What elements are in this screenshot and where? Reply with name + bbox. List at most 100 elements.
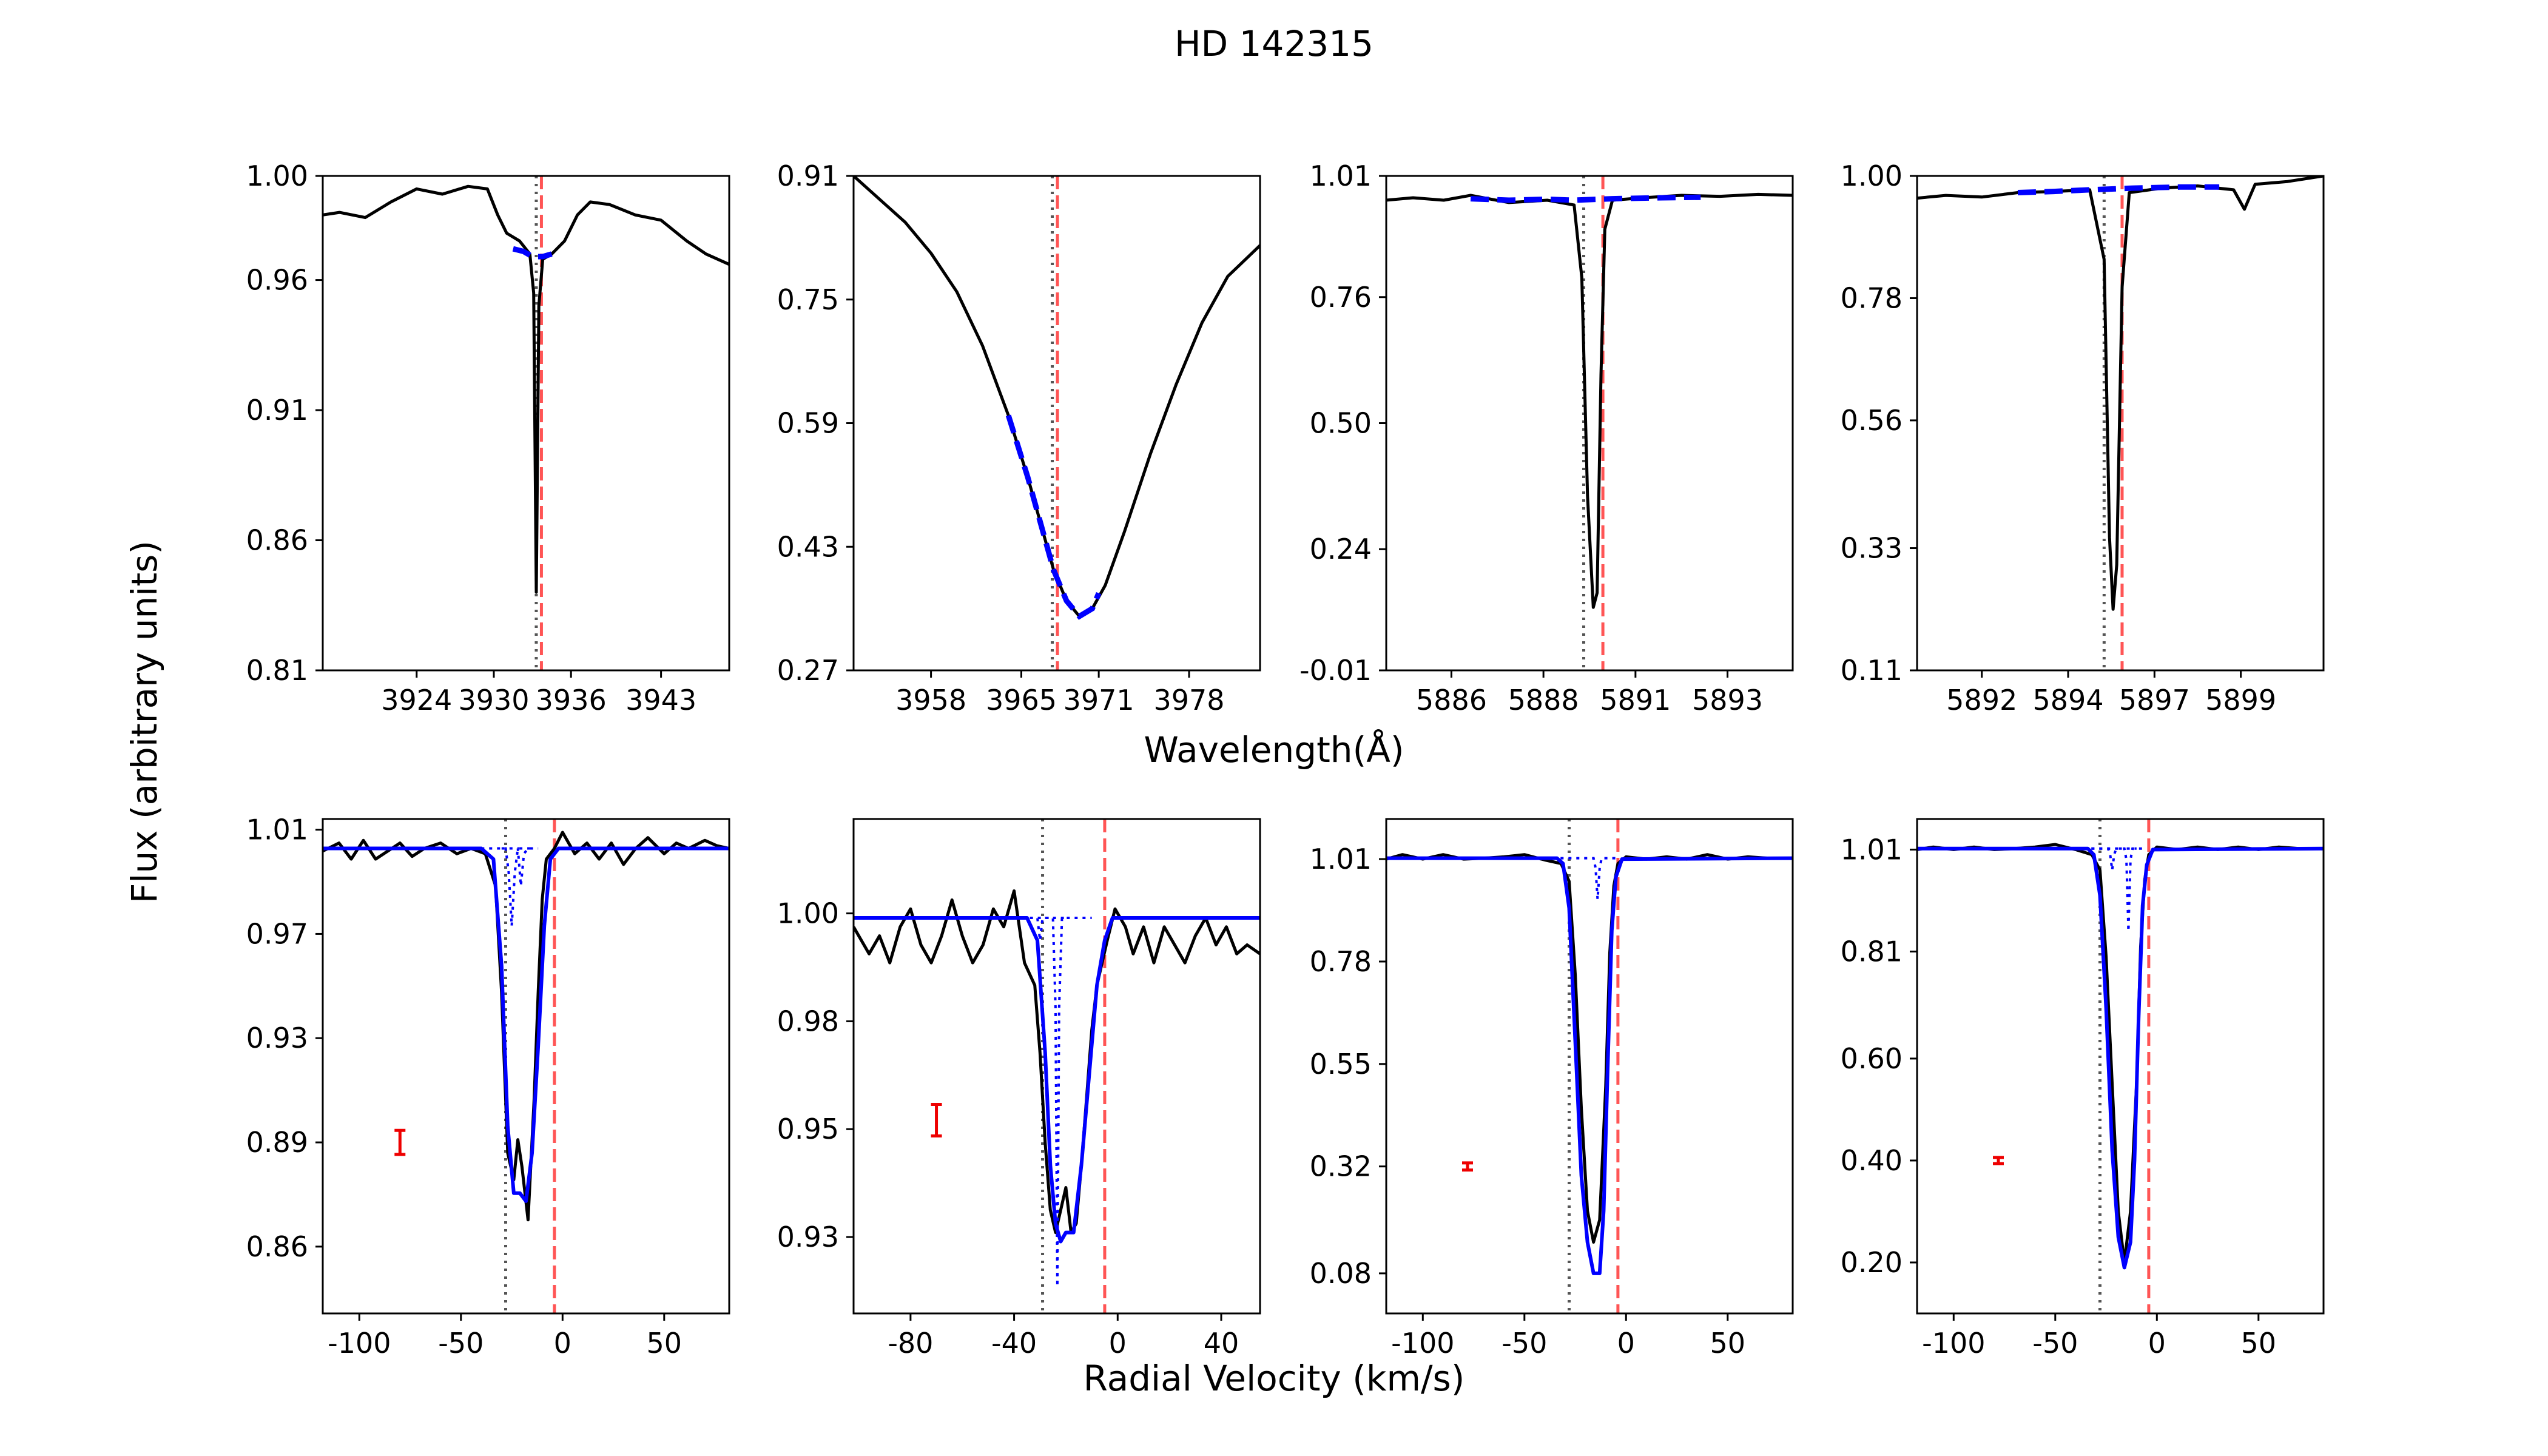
- x-tick-label: 3965: [986, 684, 1057, 716]
- component-fit-line: [481, 847, 530, 926]
- spectrum-line: [1917, 176, 2324, 611]
- y-tick-label: 0.78: [1310, 945, 1372, 978]
- y-tick-label: 1.01: [246, 814, 308, 846]
- spectrum-line: [854, 889, 1260, 1235]
- y-tick-label: 0.93: [246, 1022, 308, 1054]
- y-tick-label: 0.60: [1841, 1042, 1903, 1075]
- y-tick-label: 1.01: [1841, 833, 1903, 866]
- x-tick-label: 5888: [1508, 684, 1579, 716]
- y-tick-label: 0.40: [1841, 1144, 1903, 1177]
- y-tick-label: 0.96: [246, 264, 308, 297]
- x-tick-label: 0: [1617, 1327, 1635, 1360]
- x-tick-label: 3971: [1063, 684, 1134, 716]
- y-tick-label: 0.78: [1841, 281, 1903, 314]
- panel-frame: [1916, 818, 2325, 1315]
- y-tick-label: 0.11: [1841, 654, 1903, 687]
- figure-title: HD 142315: [1175, 23, 1373, 64]
- y-tick-label: 0.27: [777, 654, 839, 687]
- panel-caii-k-wave: 3924 3930 3936 3943 0.81 0.86 0.91 0.96 1.00: [246, 160, 730, 716]
- y-tick-label: 0.95: [777, 1113, 839, 1145]
- y-tick-label: -0.01: [1299, 654, 1372, 687]
- y-tick-label: 0.91: [777, 160, 839, 192]
- y-tick-label: 0.76: [1310, 281, 1372, 314]
- x-tick-label: 5886: [1416, 684, 1487, 716]
- x-tick-label: -100: [1391, 1327, 1454, 1360]
- panel-frame: [322, 175, 730, 672]
- x-tick-label: 5897: [2119, 684, 2190, 716]
- y-tick-label: 0.86: [246, 524, 308, 557]
- plot-area: [1917, 819, 2324, 1313]
- x-tick-label: 3978: [1153, 684, 1224, 716]
- x-tick-label: 0: [554, 1327, 571, 1360]
- top-x-axis-title: Wavelength(Å): [1144, 729, 1404, 770]
- panel-caii-k-velocity: -100 -50 0 50 0.86 0.89 0.93 0.97 1.01: [246, 814, 730, 1360]
- plot-area: [1917, 176, 2324, 670]
- y-tick-label: 0.33: [1841, 532, 1903, 565]
- x-tick-label: 3936: [536, 684, 607, 716]
- x-tick-label: 50: [2241, 1327, 2277, 1360]
- y-tick-label: 0.98: [777, 1005, 839, 1037]
- panel-frame: [1385, 818, 1794, 1315]
- panel-nai-d1-velocity: -100 -50 0 50 0.20 0.40 0.60 0.81 1.01: [1841, 818, 2325, 1360]
- y-tick-label: 0.43: [777, 530, 839, 563]
- y-tick-label: 0.08: [1310, 1257, 1372, 1290]
- plot-area: [1386, 176, 1793, 670]
- panel-nai-d1-wave: 5892 5894 5897 5899 0.11 0.33 0.56 0.78 1.00: [1841, 160, 2325, 716]
- component-fit-line: [2075, 847, 2137, 871]
- x-tick-label: 3924: [381, 684, 452, 716]
- y-tick-label: 0.50: [1310, 407, 1372, 440]
- y-tick-label: 0.86: [246, 1230, 308, 1263]
- x-tick-label: 3943: [625, 684, 696, 716]
- x-tick-label: 5892: [1946, 684, 2017, 716]
- panel-caii-h-wave: 3958 3965 3971 3978 0.27 0.43 0.59 0.75 0.91: [777, 160, 1261, 716]
- x-tick-label: -50: [1502, 1327, 1547, 1360]
- panel-frame: [322, 818, 730, 1315]
- bottom-x-axis-title: Radial Velocity (km/s): [1084, 1358, 1465, 1399]
- spectrum-line: [1917, 843, 2324, 1264]
- x-tick-label: -100: [328, 1327, 391, 1360]
- x-tick-label: -40: [991, 1327, 1037, 1360]
- y-tick-label: 0.20: [1841, 1246, 1903, 1279]
- y-tick-label: 0.24: [1310, 533, 1372, 565]
- panel-frame: [852, 818, 1261, 1315]
- plot-area: [854, 176, 1260, 670]
- x-tick-label: 5891: [1600, 684, 1671, 716]
- plot-area: [854, 819, 1260, 1313]
- panel-nai-d2-wave: 5886 5888 5891 5893 -0.01 0.24 0.50 0.76 1.01: [1299, 160, 1794, 716]
- x-tick-label: 0: [2148, 1327, 2166, 1360]
- y-tick-label: 1.00: [246, 160, 308, 192]
- spectrum-line: [1386, 853, 1793, 1244]
- x-tick-label: 5893: [1692, 684, 1763, 716]
- y-tick-label: 1.01: [1310, 843, 1372, 875]
- x-tick-label: 0: [1109, 1327, 1127, 1360]
- component-fit-line: [2075, 847, 2147, 931]
- y-tick-label: 0.75: [777, 283, 839, 316]
- component-fit-line: [1545, 857, 1616, 900]
- x-tick-label: -80: [888, 1327, 933, 1360]
- spectrum-line: [323, 184, 729, 594]
- y-tick-label: 0.32: [1310, 1150, 1372, 1183]
- y-tick-label: 0.81: [246, 654, 308, 687]
- panel-caii-h-velocity: -80 -40 0 40 0.93 0.95 0.98 1.00: [777, 818, 1261, 1360]
- y-tick-label: 0.59: [777, 407, 839, 440]
- panel-frame: [1916, 175, 2325, 672]
- plot-area: [323, 819, 729, 1313]
- x-tick-label: -100: [1922, 1327, 1985, 1360]
- model-fit-line: [1470, 194, 1701, 203]
- x-tick-label: -50: [438, 1327, 484, 1360]
- y-tick-label: 0.97: [246, 917, 308, 950]
- x-tick-label: 50: [647, 1327, 682, 1360]
- y-tick-label: 0.91: [246, 394, 308, 426]
- model-fit-line: [854, 916, 1260, 1244]
- model-fit-line: [323, 846, 729, 1203]
- model-fit-line: [1917, 846, 2324, 1270]
- y-tick-label: 0.89: [246, 1126, 308, 1159]
- y-tick-label: 0.93: [777, 1221, 839, 1253]
- x-tick-label: 50: [1710, 1327, 1746, 1360]
- model-fit-line: [512, 246, 553, 260]
- y-tick-label: 1.00: [1841, 160, 1903, 192]
- x-tick-label: 40: [1204, 1327, 1239, 1360]
- y-tick-label: 0.55: [1310, 1048, 1372, 1080]
- panels-group: 3924 3930 3936 3943 0.81 0.86 0.91 0.96 1.00 3958…: [246, 160, 2325, 1360]
- panel-frame: [1385, 175, 1794, 672]
